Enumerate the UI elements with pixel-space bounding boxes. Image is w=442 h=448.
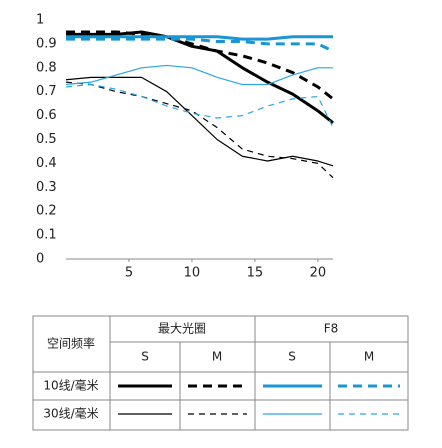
y-tick-label: 0.6: [36, 108, 57, 123]
table-row: 10线/毫米: [43, 378, 98, 393]
y-tick-label: 0: [36, 252, 44, 267]
y-tick-label: 0.3: [36, 180, 57, 195]
y-tick-label: 0.1: [36, 228, 57, 243]
table-group: 最大光圈: [158, 322, 206, 336]
table-column: S: [288, 350, 296, 364]
table-row: 30线/毫米: [43, 406, 98, 421]
y-tick-label: 0.2: [36, 204, 57, 219]
y-tick-label: 0.9: [36, 36, 57, 51]
series-line: [65, 81, 334, 179]
table-group: F8: [324, 322, 339, 336]
y-tick-label: 0.5: [36, 132, 57, 147]
table-border: [32, 315, 409, 431]
table-column: M: [212, 350, 222, 364]
x-tick-label: 15: [247, 266, 264, 281]
x-tick-label: 5: [125, 266, 133, 281]
x-tick-label: 20: [310, 266, 327, 281]
table-column: M: [364, 350, 374, 364]
series-line: [65, 76, 334, 167]
legend-table: 空间频率 最大光圈 F8 S M S M 10线/毫米 30线/毫米: [32, 315, 409, 431]
series-line: [66, 30, 334, 101]
y-tick-label: 0.7: [36, 84, 57, 99]
series-line: [66, 37, 334, 53]
y-tick-label: 1: [36, 13, 44, 28]
table-header: 空间频率: [47, 336, 95, 351]
series-line: [65, 83, 334, 128]
y-tick-label: 0.8: [36, 60, 57, 75]
series-line: [66, 35, 333, 41]
series-line: [65, 64, 333, 86]
table-column: S: [141, 350, 149, 364]
x-tick-label: 10: [184, 266, 201, 281]
y-tick-label: 0.4: [36, 156, 57, 171]
